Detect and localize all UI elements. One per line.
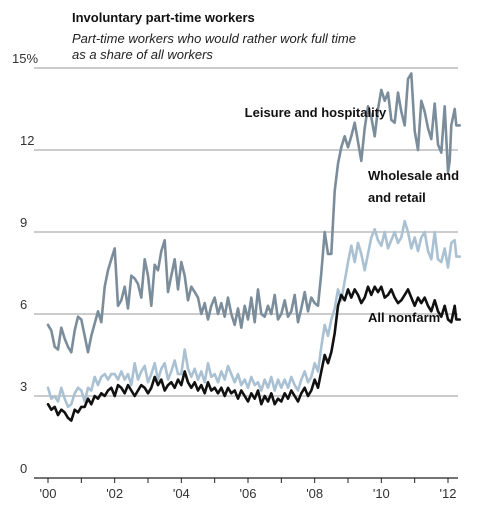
y-tick-label: 3 [20, 379, 27, 394]
series-line-wholesale-and-retail [46, 219, 461, 409]
y-tick-label: 0 [20, 461, 27, 476]
series-label: All nonfarm [368, 310, 440, 325]
x-tick-label: '06 [240, 486, 257, 501]
x-tick-label: '02 [106, 486, 123, 501]
y-tick-label: 15% [12, 51, 38, 66]
series-label: Wholesale and [368, 168, 459, 183]
y-tick-label: 9 [20, 215, 27, 230]
chart-title: Involuntary part-time workers [72, 10, 255, 25]
series-label: Leisure and hospitality [245, 105, 387, 120]
chart-subtitle: Part-time workers who would rather work … [72, 31, 356, 62]
x-tick-label: '12 [440, 486, 457, 501]
y-tick-label: 12 [20, 133, 34, 148]
x-tick-label: '00 [40, 486, 57, 501]
series-line-all-nonfarm [46, 285, 461, 422]
x-tick-label: '10 [373, 486, 390, 501]
series-label: and retail [368, 190, 426, 205]
series-line-leisure-and-hospitality [46, 72, 461, 354]
x-tick-label: '04 [173, 486, 190, 501]
x-tick-label: '08 [306, 486, 323, 501]
y-tick-label: 6 [20, 297, 27, 312]
